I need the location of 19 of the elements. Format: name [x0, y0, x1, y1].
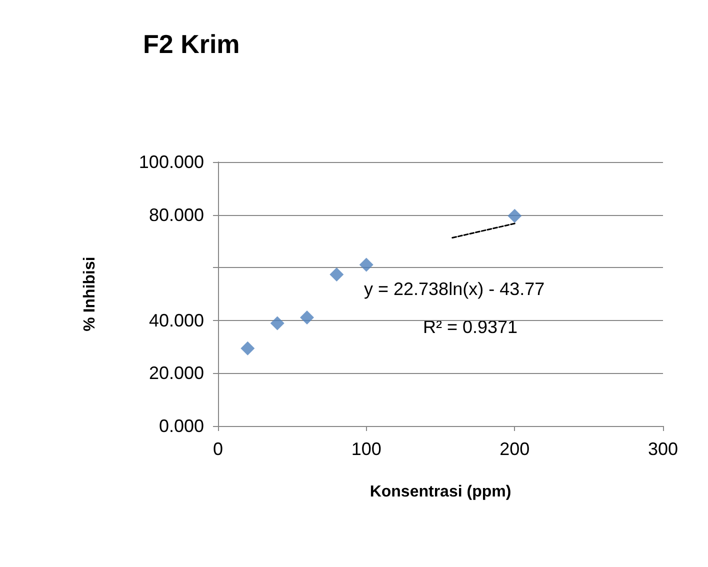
x-tick-label: 0 [212, 439, 224, 459]
x-axis-title: Konsentrasi (ppm) [370, 484, 512, 500]
x-tick-label: 200 [500, 439, 530, 459]
y-tick-label: 80.000 [148, 204, 204, 225]
y-axis-title: % Inhibisi [82, 256, 98, 332]
point [240, 341, 255, 356]
y-tick-label: 40.000 [148, 310, 204, 330]
y-tick-label: 0.000 [158, 416, 204, 436]
x-tick-label: 100 [351, 439, 382, 459]
point [359, 258, 374, 272]
point [508, 208, 522, 223]
point [330, 267, 344, 282]
point [270, 316, 284, 330]
annotation: y = 22.738ln(x) - 43.77 [364, 279, 545, 299]
x-tick-label: 300 [648, 439, 678, 459]
chart-title: F2 Krim [143, 29, 240, 59]
point [300, 310, 314, 324]
y-tick-label: 20.000 [148, 363, 204, 384]
y-tick-label: 100.000 [138, 152, 204, 172]
